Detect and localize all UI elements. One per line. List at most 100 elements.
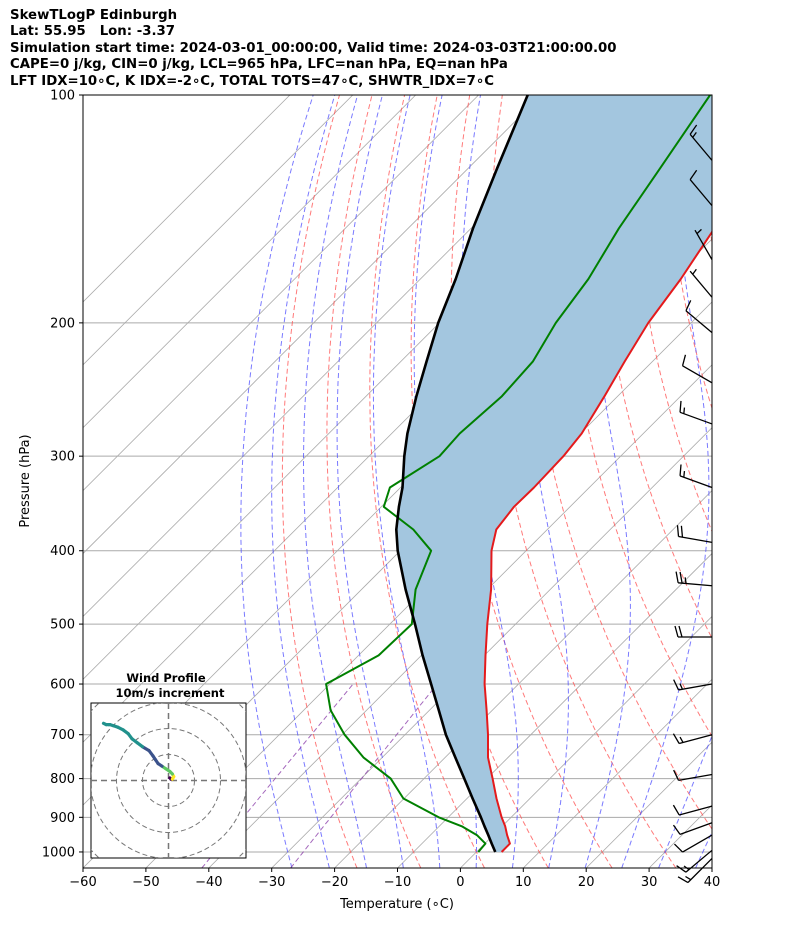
wind-barb-shaft [685,310,713,334]
isotherm-line [460,615,712,868]
simulation-times: Simulation start time: 2024-03-01_00:00:… [10,40,617,56]
wind-barb-flag [692,268,697,275]
wind-barb-flag [672,804,680,816]
moist-adiabat-line [271,95,336,868]
wind-barb-flag [674,625,679,638]
wind-barb-shaft [678,683,713,691]
wind-barb-flag [676,525,680,537]
x-tick-label: −20 [321,875,348,890]
wind-barb [689,124,713,161]
wind-barb-flag [672,824,681,835]
wind-barb-flag [676,865,687,873]
wind-barb [685,300,713,334]
wind-barb-flag [679,683,684,690]
wind-barb [679,464,713,489]
wind-barb-flag [679,464,682,476]
wind-barb [681,354,713,384]
wind-barb-shaft [682,365,713,384]
wind-barb-flag [685,875,692,881]
wind-barb-flag [678,625,683,638]
wind-barb-flag [673,679,680,691]
y-tick-label: 500 [50,618,75,633]
x-tick-label: 40 [704,875,721,890]
dewpoint-profile-line [325,95,711,853]
wind-barb [676,525,713,544]
wind-barb-shaft [679,822,713,835]
wind-barb-flag [679,400,682,413]
moist-adiabat-line [336,95,404,868]
isotherm-line [83,95,542,555]
y-tick-label: 400 [50,544,75,559]
y-tick-label: 800 [50,772,75,787]
moist-adiabat-line [240,95,314,868]
wind-barb-shaft [685,849,713,873]
isotherm-line [397,552,712,868]
station-coordinates: Lat: 55.95 Lon: -3.37 [10,24,176,40]
wind-barb [689,268,713,298]
x-tick-label: 30 [641,875,658,890]
wind-barb-flag [672,733,680,744]
axes-layer: −60 −50 −40 −30 −20 −10 0 10 20 30 40 100 200 300 400 5… [42,89,720,891]
wind-barb [679,400,713,425]
x-tick-label: −60 [69,875,96,890]
wind-barb-flag [679,571,683,584]
x-axis-label: Temperature (∘C) [339,897,454,912]
hodograph-plot [91,703,246,858]
wind-barb-flag [680,525,684,538]
wind-barb-flag [677,876,689,884]
isotherm-line [523,678,712,868]
wind-barb [673,769,713,782]
hodograph-title: Wind Profile [126,671,206,685]
hodograph-subtitle: 10m/s increment [116,686,225,700]
wind-barb-flag [692,132,697,138]
x-tick-label: −10 [384,875,411,890]
isotherm-line [711,867,712,868]
y-tick-label: 700 [50,728,75,743]
x-tick-label: 10 [515,875,532,890]
moist-adiabat-line [303,95,367,868]
isotherm-line [83,95,354,366]
wind-barb-flag [673,769,680,781]
x-tick-label: −40 [195,875,222,890]
moist-adiabat-line [372,95,441,868]
wind-barb-shaft [679,411,713,425]
wind-barb [672,804,713,816]
wind-barb [689,169,713,207]
wind-barb-flag [684,577,687,584]
dry-adiabat-line [730,95,794,868]
parcel-profile-line [394,95,529,853]
hodograph-inset: Wind Profile 10m/s increment [90,671,247,859]
wind-barb-shaft [694,229,713,260]
wind-barb-shaft [678,773,713,782]
wind-barb-flag [683,407,686,414]
temperature-profile-line [483,230,712,853]
isotherm-line [271,427,712,868]
stability-indices: LFT IDX=10∘C, K IDX=-2∘C, TOTAL TOTS=47∘… [10,73,495,89]
instability-indices: CAPE=0 j/kg, CIN=0 j/kg, LCL=965 hPa, LF… [10,57,508,73]
wind-barb [674,625,712,638]
y-tick-label: 100 [50,89,75,104]
cape-cin-shading [396,95,712,852]
x-tick-label: −30 [258,875,285,890]
hodograph-segment [101,721,108,727]
dry-adiabat-line [369,95,485,868]
wind-barb [675,571,713,587]
isotherm-line [83,95,291,303]
wind-barb-shaft [689,179,713,207]
wind-barb-flag [689,169,698,180]
wind-barb [672,733,713,745]
isotherm-line [83,95,416,429]
wind-barb [677,858,713,884]
dry-adiabat-line [763,95,794,868]
wind-barb-shaft [682,834,713,853]
x-tick-label: 0 [456,875,464,890]
wind-barb [673,834,713,853]
wind-barb-flag [679,736,684,743]
y-tick-label: 300 [50,450,75,465]
moist-adiabat-line [621,95,710,868]
wind-barb-shaft [678,582,713,587]
wind-barb-shaft [678,734,713,745]
wind-barb [672,822,713,835]
wind-barb-flag [673,843,684,853]
wind-barb-flag [689,124,698,135]
